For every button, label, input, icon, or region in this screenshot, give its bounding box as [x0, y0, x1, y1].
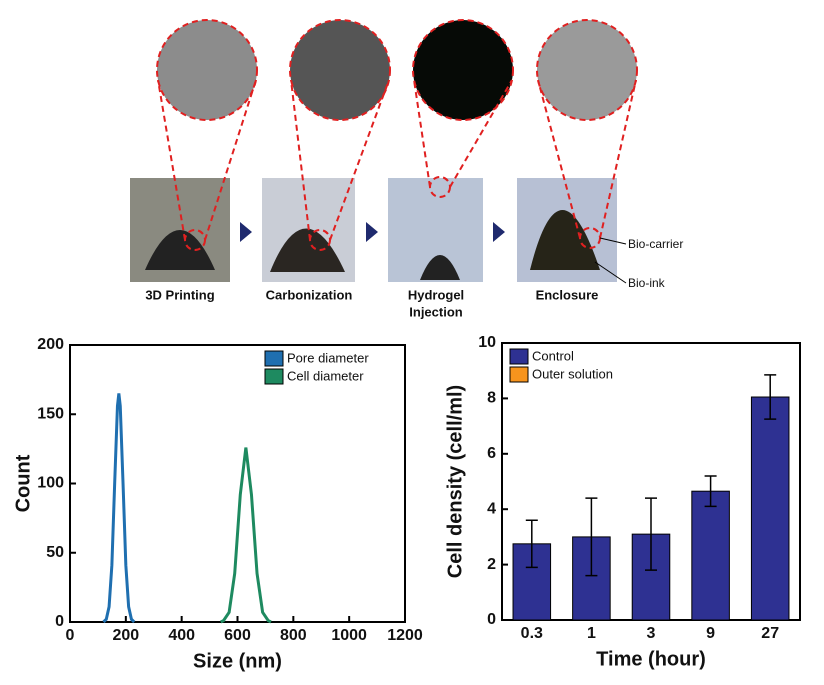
annotation: Bio-ink — [628, 276, 666, 290]
error-bar — [704, 475, 717, 508]
error-bar — [525, 519, 538, 569]
y-axis-title: Cell density (cell/ml) — [444, 385, 466, 578]
x-tick-label: 1200 — [387, 627, 423, 644]
photo-object — [530, 210, 600, 270]
y-tick-label: 2 — [487, 556, 496, 573]
y-tick-label: 6 — [487, 445, 496, 462]
x-tick-label: 0.3 — [521, 625, 543, 642]
y-tick-label: 8 — [487, 390, 496, 407]
y-tick-label: 10 — [478, 334, 496, 351]
pointer — [594, 261, 627, 284]
plot-frame — [69, 344, 406, 623]
legend-swatch — [509, 366, 529, 383]
zoom-circle — [289, 19, 391, 121]
series-line — [102, 393, 136, 624]
legend-swatch — [509, 348, 529, 365]
y-tick-label: 100 — [37, 475, 64, 492]
photo-object — [270, 228, 345, 272]
y-tick-label: 50 — [46, 544, 64, 561]
step-label: Carbonization — [266, 287, 353, 302]
photo-object — [145, 230, 215, 270]
x-tick-label: 9 — [706, 625, 715, 642]
zoom-circle — [536, 19, 638, 121]
x-tick-label: 1 — [587, 625, 596, 642]
legend-label: Pore diameter — [287, 350, 369, 365]
step-label: 3D Printing — [145, 287, 214, 302]
x-tick-label: 600 — [224, 627, 251, 644]
step-label: Enclosure — [536, 287, 599, 302]
y-tick-label: 150 — [37, 405, 64, 422]
zoom-lines — [157, 79, 637, 241]
process-diagram: 3D Printing Carbonization Hydrogel Injec… — [130, 19, 683, 319]
pointer — [599, 237, 627, 245]
legend-label: Control — [532, 348, 574, 363]
annotation: Bio-carrier — [628, 237, 683, 251]
bar — [691, 490, 730, 621]
x-tick-label: 0 — [66, 627, 75, 644]
x-tick-label: 27 — [761, 625, 779, 642]
series-line — [220, 447, 272, 624]
x-tick-label: 200 — [112, 627, 139, 644]
y-tick-label: 0 — [487, 611, 496, 628]
legend-label: Outer solution — [532, 366, 613, 381]
bar — [750, 396, 790, 621]
x-axis-title: Size (nm) — [193, 650, 282, 672]
zoom-circle — [412, 19, 514, 121]
error-bar — [764, 374, 777, 420]
error-bar — [585, 497, 598, 577]
step-label: Injection — [409, 304, 463, 319]
y-axis-title: Count — [12, 454, 34, 512]
legend-swatch — [264, 368, 284, 385]
x-tick-label: 1000 — [331, 627, 367, 644]
zoom-circle — [156, 19, 258, 121]
arrows — [240, 222, 505, 242]
x-tick-label: 400 — [168, 627, 195, 644]
y-tick-label: 200 — [37, 336, 64, 353]
photo-object — [420, 255, 460, 280]
error-bar — [645, 497, 657, 571]
legend-swatch — [264, 350, 284, 367]
x-axis-title: Time (hour) — [596, 648, 706, 670]
x-tick-label: 800 — [280, 627, 307, 644]
legend-label: Cell diameter — [287, 368, 364, 383]
y-tick-label: 4 — [487, 500, 496, 517]
y-tick-label: 0 — [55, 613, 64, 630]
x-tick-label: 3 — [647, 625, 656, 642]
step-label: Hydrogel — [408, 287, 464, 302]
